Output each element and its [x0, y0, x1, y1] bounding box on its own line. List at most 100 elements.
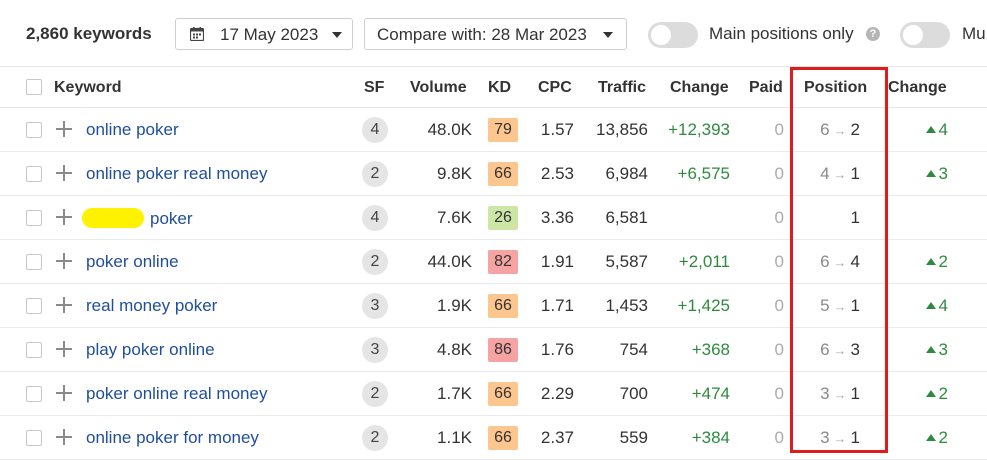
compare-label: Compare with: 28 Mar 2023: [377, 25, 587, 44]
col-position[interactable]: Position: [804, 79, 868, 96]
date-dropdown[interactable]: 17 May 2023: [175, 18, 353, 50]
cpc-cell: 1.71: [540, 296, 574, 315]
triangle-up-icon: [925, 258, 936, 265]
volume-cell: 7.6K: [437, 208, 472, 227]
table-row: poker online 2 44.0K 82 1.91 5,587 +2,011 0 6 → 4 2: [0, 240, 987, 284]
col-change[interactable]: Change: [670, 79, 729, 96]
traffic-cell: 6,984: [605, 164, 648, 183]
row-checkbox[interactable]: [26, 430, 42, 446]
kd-badge: 86: [488, 338, 518, 362]
keyword-text: online poker for money: [86, 428, 259, 447]
plus-icon[interactable]: [56, 209, 72, 225]
serp-features-badge[interactable]: 2: [362, 381, 388, 407]
col-traffic[interactable]: Traffic: [598, 79, 647, 96]
col-keyword[interactable]: Keyword: [54, 79, 122, 96]
col-cpc[interactable]: CPC: [538, 79, 572, 96]
position-cell: 1: [790, 208, 860, 228]
plus-icon[interactable]: [56, 165, 72, 181]
plus-icon[interactable]: [56, 121, 72, 137]
cpc-cell: 2.53: [540, 164, 574, 183]
keyword-text: real money poker: [86, 296, 218, 315]
volume-cell: 48.0K: [427, 120, 472, 139]
position-cell: 3 → 1: [790, 384, 860, 404]
row-checkbox[interactable]: [26, 210, 42, 226]
table-row: online poker real money 2 9.8K 66 2.53 6,984 +…: [0, 152, 987, 196]
row-checkbox[interactable]: [26, 254, 42, 270]
col-position-change[interactable]: Change: [888, 79, 947, 96]
keyword-link[interactable]: poker: [82, 208, 193, 229]
traffic-change-cell: +2,011: [678, 252, 730, 271]
toggle-knob: [651, 25, 671, 45]
traffic-cell: 5,587: [605, 252, 648, 271]
keyword-text: poker: [150, 209, 193, 228]
traffic-cell: 700: [619, 384, 648, 403]
triangle-up-icon: [925, 302, 936, 309]
volume-cell: 44.0K: [427, 252, 472, 271]
triangle-up-icon: [925, 170, 936, 177]
col-paid[interactable]: Paid: [749, 79, 783, 96]
serp-features-badge[interactable]: 3: [362, 293, 388, 319]
triangle-up-icon: [925, 434, 936, 441]
position-change-cell: 2: [900, 384, 948, 404]
row-checkbox[interactable]: [26, 342, 42, 358]
compare-dropdown[interactable]: Compare with: 28 Mar 2023: [364, 18, 627, 50]
keyword-link[interactable]: online poker for money: [86, 428, 259, 448]
position-previous: 6: [820, 340, 830, 359]
serp-features-badge[interactable]: 4: [362, 205, 388, 231]
kd-badge: 66: [488, 426, 518, 450]
main-positions-toggle[interactable]: [648, 22, 698, 48]
plus-icon[interactable]: [56, 385, 72, 401]
col-volume[interactable]: Volume: [410, 79, 467, 96]
row-checkbox[interactable]: [26, 122, 42, 138]
traffic-change-cell: +384: [691, 428, 730, 447]
table-row: play poker online 3 4.8K 86 1.76 754 +368 0 6 → 3 3: [0, 328, 987, 372]
traffic-change-cell: +474: [691, 384, 730, 403]
kd-badge: 66: [488, 294, 518, 318]
row-checkbox[interactable]: [26, 166, 42, 182]
plus-icon[interactable]: [56, 297, 72, 313]
arrow-right-icon: →: [833, 343, 847, 358]
toolbar: 2,860 keywords 17 May 2023 Compare with:…: [0, 0, 987, 66]
redaction-mark: [82, 208, 144, 228]
serp-features-badge[interactable]: 2: [362, 425, 388, 451]
arrow-right-icon: →: [833, 431, 847, 446]
keyword-link[interactable]: poker online real money: [86, 384, 267, 404]
keyword-text: online poker real money: [86, 164, 268, 183]
volume-cell: 1.1K: [437, 428, 472, 447]
col-sf[interactable]: SF: [364, 79, 385, 96]
select-all-checkbox[interactable]: [26, 79, 42, 95]
plus-icon[interactable]: [56, 341, 72, 357]
multi-toggle[interactable]: [900, 22, 950, 48]
serp-features-badge[interactable]: 4: [362, 117, 388, 143]
serp-features-badge[interactable]: 2: [362, 161, 388, 187]
keyword-link[interactable]: play poker online: [86, 340, 215, 360]
keyword-link[interactable]: real money poker: [86, 296, 217, 316]
plus-icon[interactable]: [56, 253, 72, 269]
position-previous: 3: [820, 384, 830, 403]
position-current: 1: [850, 384, 860, 403]
table-row: real money poker 3 1.9K 66 1.71 1,453 +1,425 0 5…: [0, 284, 987, 328]
triangle-up-icon: [925, 346, 936, 353]
position-change-cell: 3: [900, 164, 948, 184]
table-row: poker 4 7.6K 26 3.36 6,581 0 1: [0, 196, 987, 240]
keyword-link[interactable]: online poker: [86, 120, 179, 140]
volume-cell: 9.8K: [437, 164, 472, 183]
keyword-text: online poker: [86, 120, 179, 139]
triangle-up-icon: [925, 390, 936, 397]
help-icon[interactable]: ?: [866, 27, 880, 41]
row-checkbox[interactable]: [26, 386, 42, 402]
keyword-link[interactable]: poker online: [86, 252, 179, 272]
keyword-link[interactable]: online poker real money: [86, 164, 267, 184]
serp-features-badge[interactable]: 2: [362, 249, 388, 275]
paid-cell: 0: [774, 296, 784, 315]
position-cell: 6 → 2: [790, 120, 860, 140]
position-current: 3: [850, 340, 860, 359]
col-kd[interactable]: KD: [488, 79, 512, 96]
cpc-cell: 2.29: [540, 384, 574, 403]
calendar-icon: [190, 27, 204, 41]
position-change-cell: 4: [900, 296, 948, 316]
row-checkbox[interactable]: [26, 298, 42, 314]
position-change-value: 2: [938, 384, 948, 403]
serp-features-badge[interactable]: 3: [362, 337, 388, 363]
plus-icon[interactable]: [56, 429, 72, 445]
